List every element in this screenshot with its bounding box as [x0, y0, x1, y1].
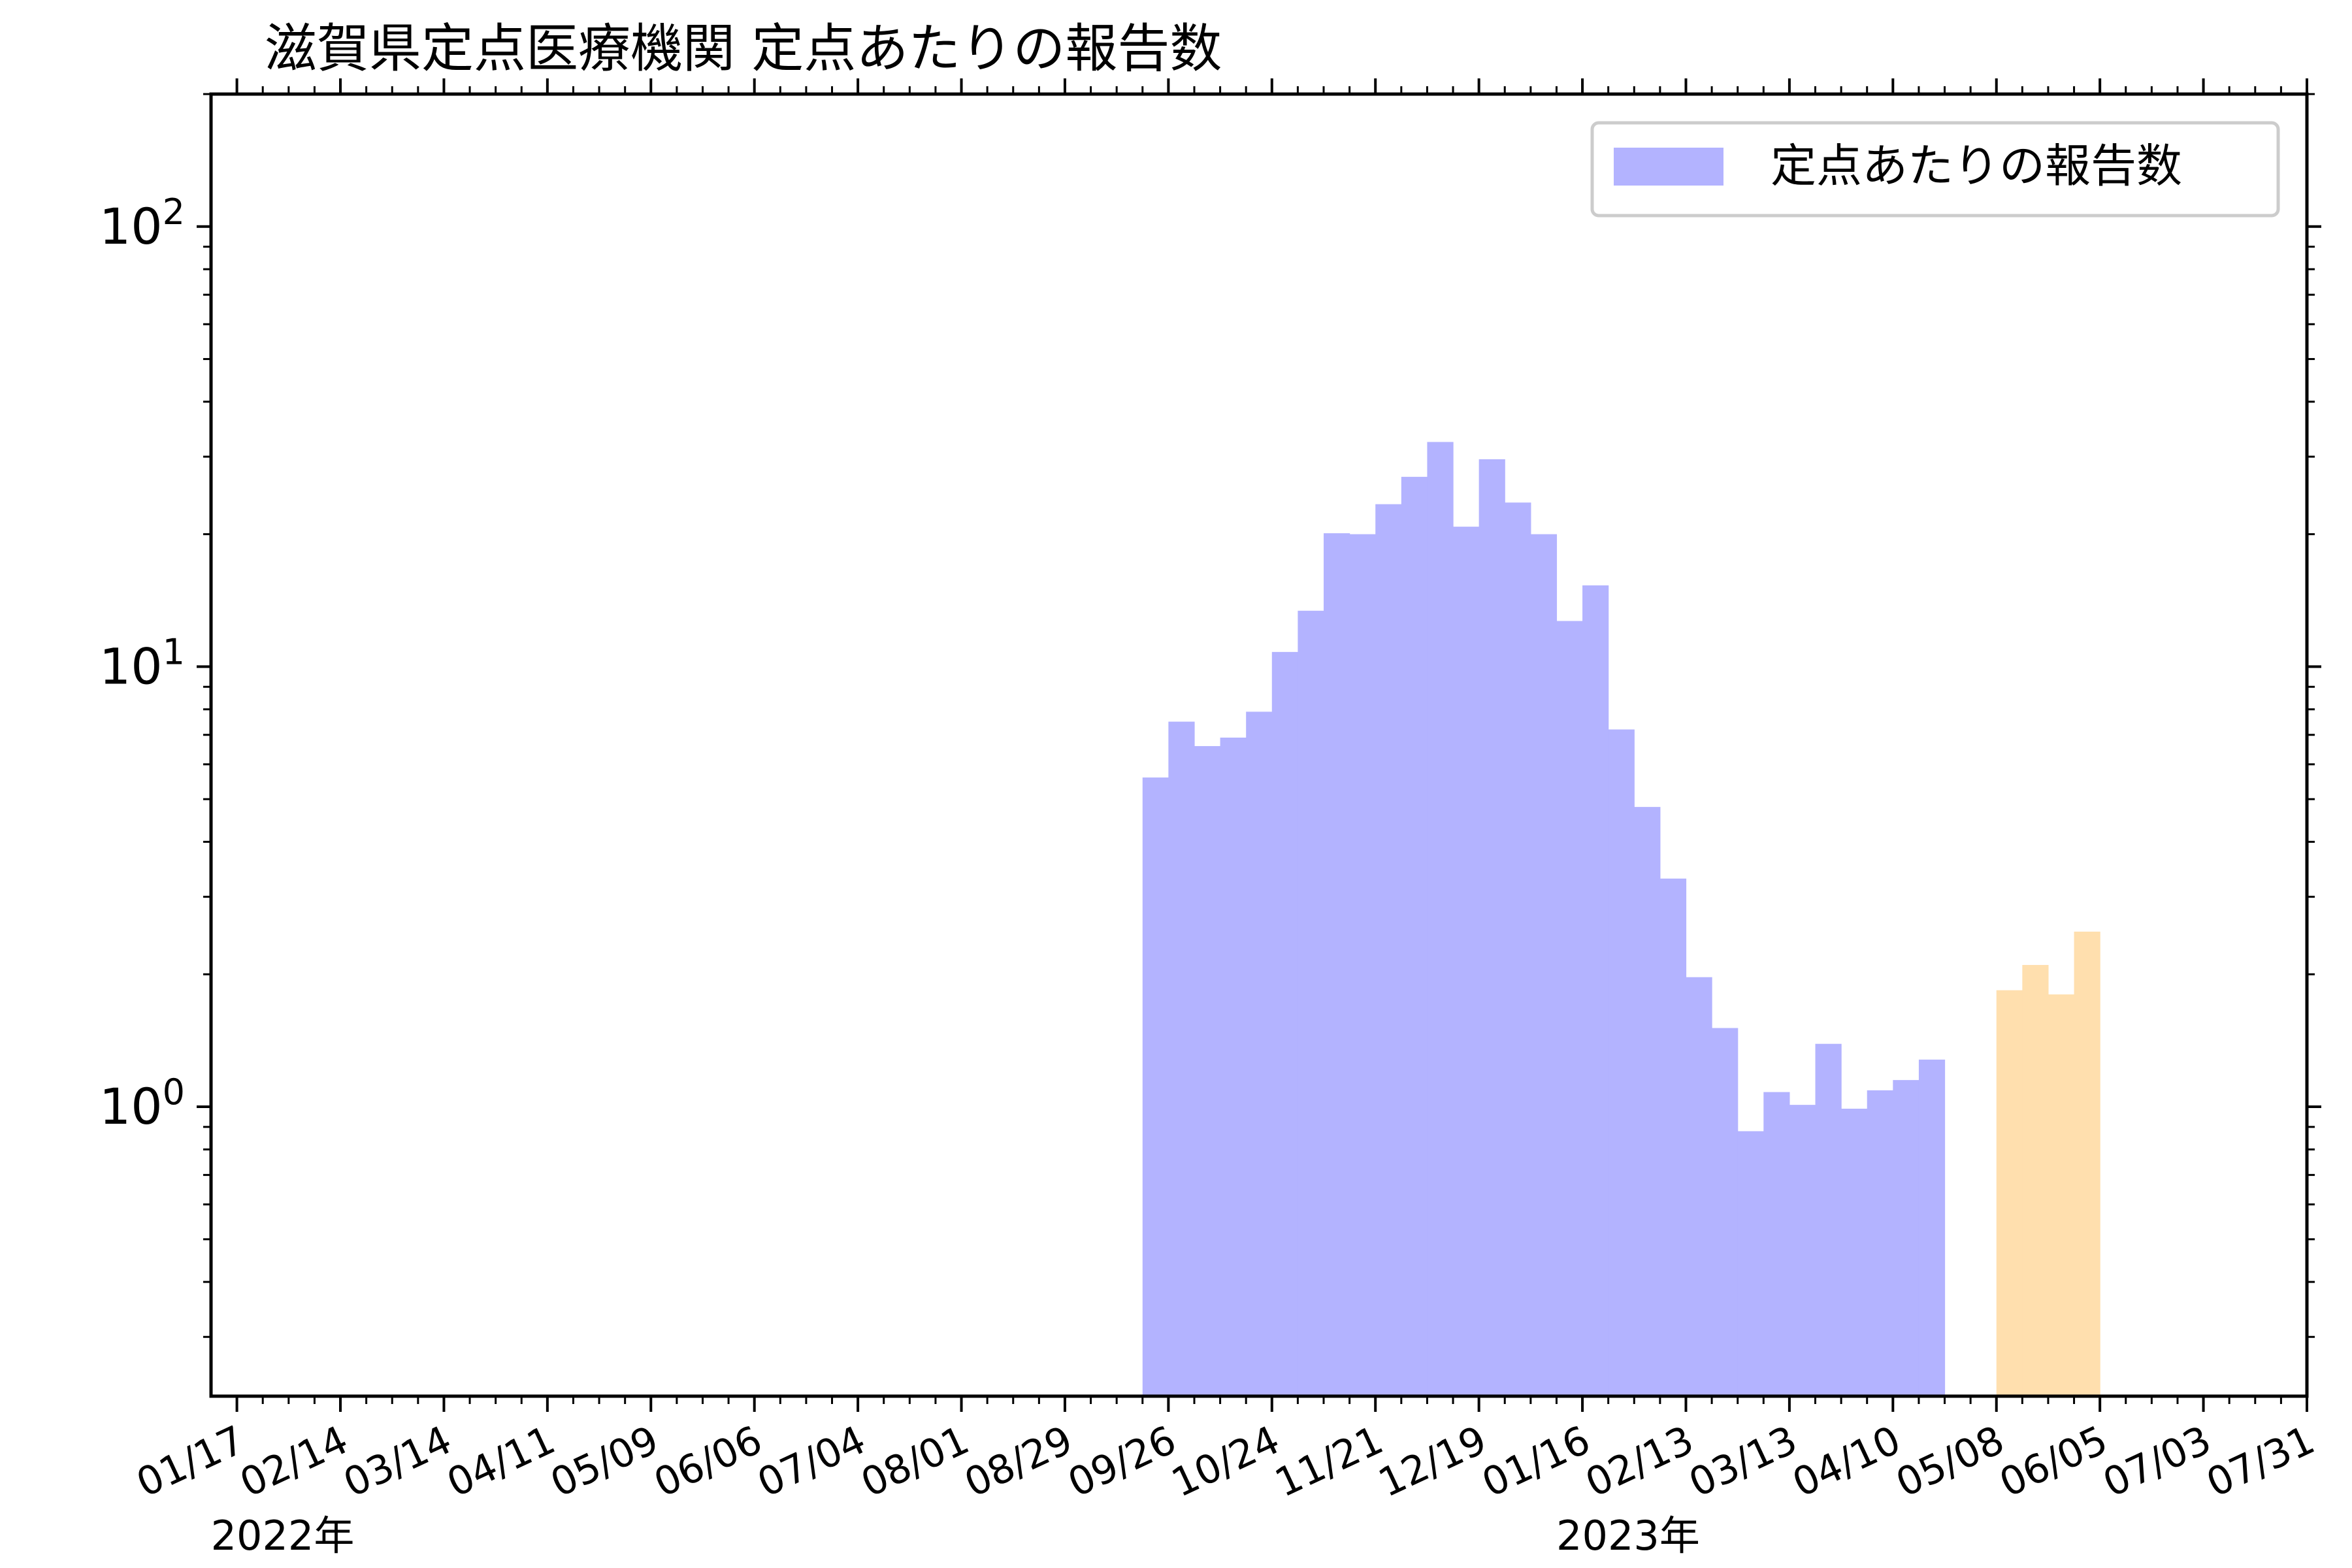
bar	[1375, 504, 1402, 1397]
bar	[1659, 878, 1687, 1396]
x-tick-label: 05/09	[544, 1417, 665, 1507]
bar	[1427, 442, 1454, 1396]
legend-label: 定点あたりの報告数	[1771, 139, 2182, 193]
x-tick-label: 03/13	[1682, 1417, 1804, 1507]
bar	[1271, 651, 1298, 1396]
bar	[1737, 1131, 1764, 1396]
bar	[1453, 527, 1480, 1396]
legend-box	[1590, 121, 2280, 218]
bars	[1142, 442, 2100, 1397]
bar	[1246, 711, 1273, 1396]
bar	[1918, 1059, 1946, 1396]
bar	[1298, 610, 1324, 1396]
bar	[1401, 476, 1428, 1396]
bar	[1763, 1092, 1790, 1396]
bar	[1505, 502, 1531, 1397]
y-ticks: 100 101 102	[99, 93, 2321, 1338]
x-tick-label: 01/17	[130, 1417, 252, 1507]
x-tick-label: 07/04	[751, 1417, 872, 1507]
bar	[1194, 745, 1221, 1396]
x-tick-label: 02/13	[1579, 1417, 1701, 1507]
bar	[1634, 807, 1661, 1396]
chart-title: 滋賀県定点医療機関 定点あたりの報告数	[265, 18, 1222, 79]
year-label: 2022年	[211, 1512, 355, 1560]
x-tick-label: 09/26	[1061, 1417, 1183, 1507]
bar	[1867, 1090, 1893, 1396]
bar	[1530, 534, 1558, 1396]
bar	[1349, 534, 1376, 1396]
x-tick-label: 08/01	[855, 1417, 976, 1507]
x-tick-label: 04/10	[1786, 1417, 1907, 1507]
x-tick-label: 05/08	[1889, 1417, 2011, 1507]
x-tick-label: 01/16	[1475, 1417, 1597, 1507]
y-tick-label: 102	[99, 191, 185, 255]
bar	[2048, 994, 2075, 1396]
x-tick-label: 12/19	[1372, 1417, 1494, 1507]
x-tick-label: 08/29	[958, 1417, 1079, 1507]
y-tick-label: 100	[99, 1071, 185, 1135]
y-tick-label: 101	[99, 631, 185, 695]
bar	[2074, 931, 2100, 1396]
bar	[1712, 1028, 1739, 1396]
x-tick-label: 04/11	[440, 1417, 562, 1507]
x-tick-label: 07/31	[2200, 1417, 2321, 1507]
legend-swatch	[1614, 148, 1723, 186]
bar	[1324, 533, 1350, 1397]
bar	[1996, 990, 2023, 1396]
bar	[1220, 737, 1247, 1396]
bar	[1556, 621, 1583, 1396]
legend: 定点あたりの報告数	[1590, 121, 2280, 218]
x-tick-label: 06/05	[1993, 1417, 2114, 1507]
bar	[1893, 1080, 1919, 1396]
bar	[1478, 459, 1505, 1397]
bar	[1841, 1108, 1868, 1396]
bar	[1789, 1105, 1816, 1396]
plot-frame	[209, 92, 2309, 1398]
bar	[1686, 977, 1712, 1396]
bar	[1168, 721, 1195, 1396]
x-tick-label: 10/24	[1165, 1417, 1286, 1507]
x-tick-label: 02/14	[233, 1417, 355, 1507]
x-tick-label: 06/06	[647, 1417, 769, 1507]
x-tick-label: 11/21	[1268, 1417, 1390, 1507]
bar	[2022, 964, 2049, 1396]
bar	[1142, 777, 1169, 1396]
x-tick-label: 07/03	[2097, 1417, 2218, 1507]
year-label: 2023年	[1556, 1512, 1700, 1560]
bar	[1608, 729, 1635, 1396]
bar	[1815, 1043, 1842, 1396]
bar	[1582, 585, 1609, 1396]
x-tick-label: 03/14	[336, 1417, 458, 1507]
